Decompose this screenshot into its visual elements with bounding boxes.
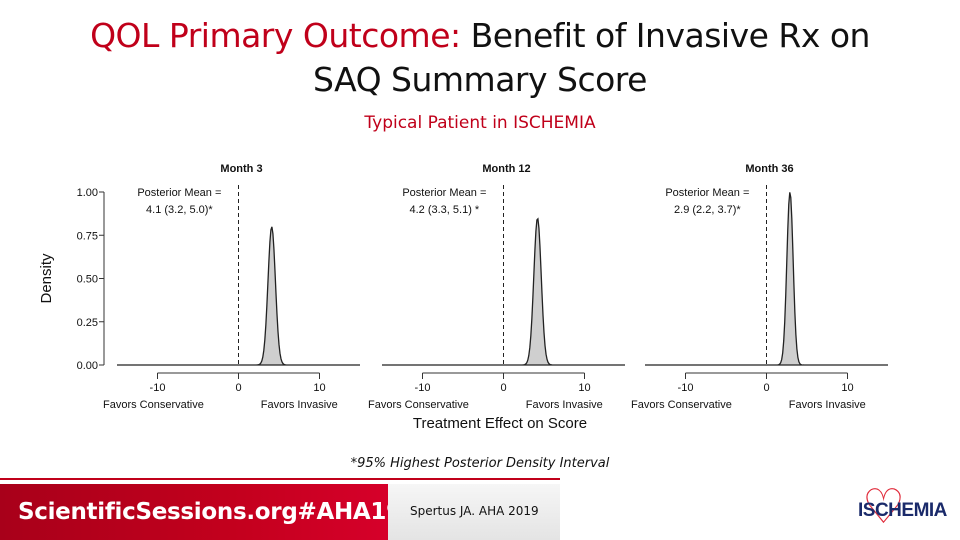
y-tick-label: 0.00 [77,360,98,372]
y-tick-label: 0.75 [77,230,98,242]
slide-title: QOL Primary Outcome: Benefit of Invasive… [0,14,960,102]
posterior-mean-label: Posterior Mean = [137,187,221,199]
panel-title: Month 12 [482,163,530,175]
x-tick-label: 10 [313,382,325,394]
heart-icon: ♡ [862,481,906,534]
posterior-mean-label: Posterior Mean = [402,187,486,199]
posterior-mean-value: 4.1 (3.2, 5.0)* [146,204,213,216]
favors-invasive-label: Favors Invasive [526,399,603,411]
density-curve [645,192,888,366]
logo-text: ISCHEMIA [858,500,947,521]
x-tick-label: 10 [578,382,590,394]
citation-text: Spertus JA. AHA 2019 [410,504,539,518]
y-tick-label: 1.00 [77,187,98,199]
footnote: *95% Highest Posterior Density Interval [350,456,610,471]
title-accent: QOL Primary Outcome: [90,16,461,55]
posterior-mean-label: Posterior Mean = [665,187,749,199]
hashtag-panel: ScientificSessions.org#AHA19 [0,484,402,540]
y-tick-label: 0.50 [77,274,98,286]
favors-conservative-label: Favors Conservative [631,399,732,411]
panel-title: Month 3 [220,163,262,175]
title-rest: Benefit of Invasive Rx on [460,16,871,55]
favors-invasive-label: Favors Invasive [261,399,338,411]
x-tick-label: 0 [763,382,769,394]
ischemia-logo: ♡ ISCHEMIA [852,481,960,540]
x-tick-label: -10 [415,382,431,394]
hashtag-text: ScientificSessions.org#AHA19 [18,499,402,525]
panel-title: Month 36 [745,163,793,175]
x-axis-label: Treatment Effect on Score [413,415,587,432]
title-line2: SAQ Summary Score [313,60,647,99]
x-tick-label: 0 [500,382,506,394]
y-axis-label: Density [38,253,55,304]
density-curve [117,226,360,366]
posterior-mean-value: 4.2 (3.3, 5.1) * [410,204,480,216]
x-tick-label: -10 [150,382,166,394]
x-tick-label: -10 [678,382,694,394]
favors-conservative-label: Favors Conservative [368,399,469,411]
favors-conservative-label: Favors Conservative [103,399,204,411]
chart-subtitle: Typical Patient in ISCHEMIA [364,113,596,133]
favors-invasive-label: Favors Invasive [789,399,866,411]
posterior-mean-value: 2.9 (2.2, 3.7)* [674,204,741,216]
citation-panel: Spertus JA. AHA 2019 [388,484,560,540]
x-tick-label: 0 [235,382,241,394]
y-tick-label: 0.25 [77,317,98,329]
density-curve [382,217,625,366]
footer-divider [0,478,560,480]
x-tick-label: 10 [841,382,853,394]
